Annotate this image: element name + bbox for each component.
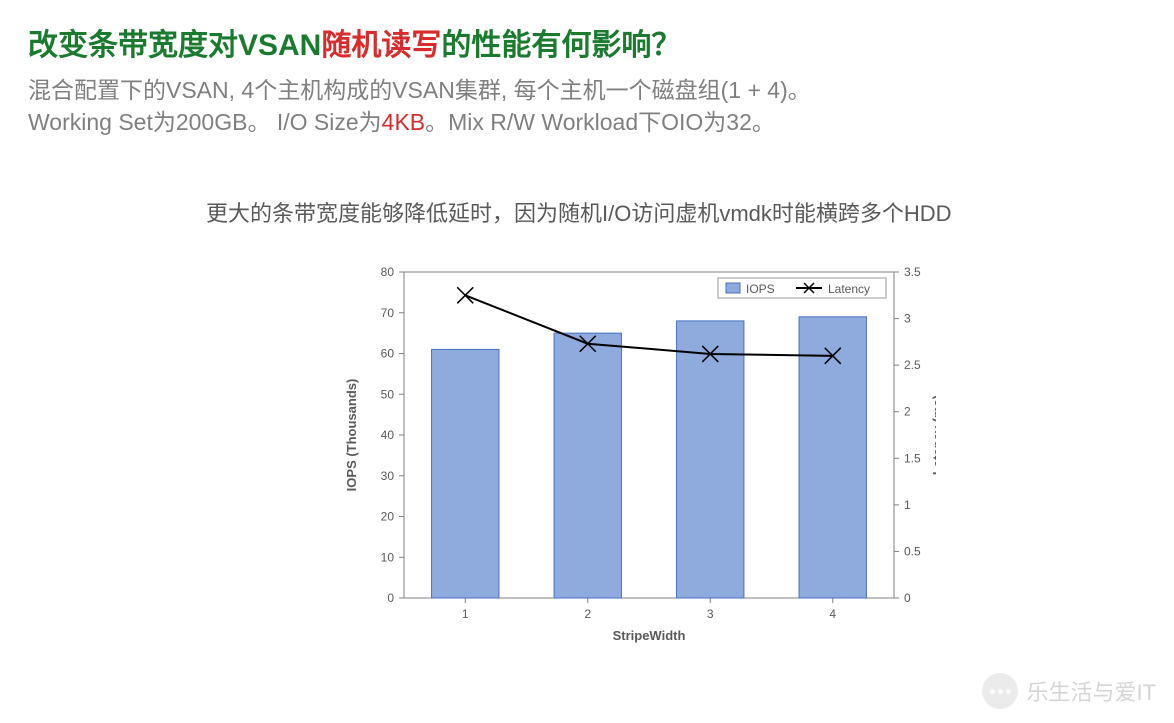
chart-container: 0 10 20 30 40 50 60 70 80 IOPS (Thousands) 0 0.5 1 1.… (318, 256, 1146, 651)
title-part-3: 的性能有何影响？ (441, 29, 681, 62)
svg-text:2: 2 (584, 607, 591, 621)
page-title: 改变条带宽度对VSAN随机读写的性能有何影响？ (28, 20, 1146, 64)
svg-text:80: 80 (381, 265, 395, 279)
iops-bar (554, 334, 621, 599)
svg-text:IOPS: IOPS (746, 282, 775, 296)
svg-text:1: 1 (904, 498, 911, 512)
svg-text:Latency (ms): Latency (ms) (930, 395, 936, 475)
iops-bar (432, 350, 499, 599)
svg-text:IOPS (Thousands): IOPS (Thousands) (344, 379, 359, 492)
svg-text:30: 30 (381, 469, 395, 483)
svg-text:4: 4 (829, 607, 836, 621)
svg-text:60: 60 (381, 347, 395, 361)
title-part-2: 随机读写 (321, 29, 441, 62)
svg-text:Latency: Latency (828, 282, 870, 296)
desc-highlight: 4KB (382, 109, 425, 135)
svg-text:3.5: 3.5 (904, 265, 921, 279)
svg-text:0: 0 (904, 591, 911, 605)
svg-text:20: 20 (381, 510, 395, 524)
wechat-icon (982, 673, 1018, 709)
svg-text:0: 0 (387, 591, 394, 605)
svg-text:50: 50 (381, 388, 395, 402)
watermark: 乐生活与爱IT (982, 673, 1156, 709)
title-part-1: VSAN (238, 29, 321, 62)
svg-text:1.5: 1.5 (904, 452, 921, 466)
description-block: 混合配置下的VSAN, 4个主机构成的VSAN集群, 每个主机一个磁盘组(1 +… (28, 74, 1146, 138)
iops-bar (799, 317, 866, 598)
iops-bar (677, 321, 744, 598)
svg-text:1: 1 (462, 607, 469, 621)
svg-text:70: 70 (381, 306, 395, 320)
svg-text:2: 2 (904, 405, 911, 419)
svg-text:3: 3 (904, 312, 911, 326)
svg-text:StripeWidth: StripeWidth (613, 628, 686, 643)
desc-line1: 混合配置下的VSAN, 4个主机构成的VSAN集群, 每个主机一个磁盘组(1 +… (28, 74, 1146, 106)
desc-line2: Working Set为200GB。 I/O Size为4KB。Mix R/W … (28, 106, 1146, 138)
insight-text: 更大的条带宽度能够降低延时，因为随机I/O访问虚机vmdk时能横跨多个HDD (206, 196, 1146, 228)
watermark-text: 乐生活与爱IT (1026, 675, 1156, 707)
svg-text:0.5: 0.5 (904, 545, 921, 559)
title-part-0: 改变条带宽度对 (28, 29, 238, 62)
svg-text:3: 3 (707, 607, 714, 621)
svg-text:10: 10 (381, 551, 395, 565)
svg-text:2.5: 2.5 (904, 359, 921, 373)
stripe-width-chart: 0 10 20 30 40 50 60 70 80 IOPS (Thousands) 0 0.5 1 1.… (318, 256, 936, 646)
svg-text:40: 40 (381, 428, 395, 442)
